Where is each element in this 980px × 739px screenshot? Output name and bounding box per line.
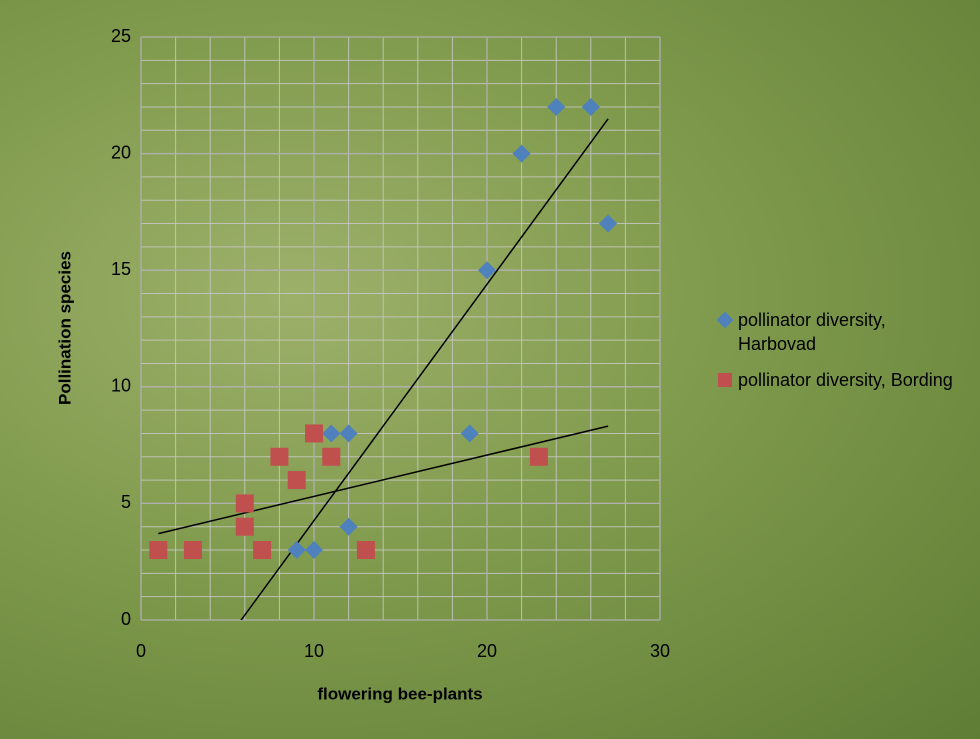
point <box>339 517 358 536</box>
trendline <box>158 425 609 535</box>
x-tick-label: 10 <box>304 641 324 661</box>
point <box>287 471 306 490</box>
trendline <box>240 118 609 620</box>
point <box>305 541 323 560</box>
point <box>183 541 202 560</box>
y-tick-label: 25 <box>111 26 131 46</box>
point <box>253 541 272 560</box>
point <box>287 541 306 560</box>
legend-label: pollinator diversity, Harbovad <box>738 310 886 354</box>
y-tick-label: 10 <box>111 376 131 396</box>
point <box>322 424 341 443</box>
point <box>460 424 479 443</box>
point <box>599 214 618 233</box>
legend-item: pollinator diversity, Bording <box>718 368 958 392</box>
point <box>547 97 566 116</box>
point <box>339 424 358 443</box>
y-tick-label: 0 <box>121 609 131 629</box>
point <box>478 261 496 280</box>
point <box>322 447 341 466</box>
legend-label: pollinator diversity, Bording <box>738 370 953 390</box>
point <box>529 447 548 466</box>
point <box>356 541 375 560</box>
point <box>235 494 254 513</box>
point <box>305 424 323 443</box>
y-tick-label: 5 <box>121 492 131 512</box>
point <box>581 97 600 116</box>
y-axis-title: Pollination species <box>55 251 74 405</box>
legend-swatch <box>718 373 732 387</box>
point <box>235 517 254 536</box>
legend-swatch <box>716 311 734 329</box>
point <box>149 541 168 560</box>
x-tick-label: 30 <box>650 641 670 661</box>
point <box>512 144 531 163</box>
legend-item: pollinator diversity, Harbovad <box>716 308 958 356</box>
point <box>270 447 289 466</box>
x-axis-title: flowering bee-plants <box>317 684 482 703</box>
y-tick-label: 15 <box>111 259 131 279</box>
x-tick-label: 20 <box>477 641 497 661</box>
y-tick-label: 20 <box>111 142 131 162</box>
legend: pollinator diversity, Harbovad pollinator… <box>716 308 958 404</box>
x-tick-label: 0 <box>136 641 146 661</box>
